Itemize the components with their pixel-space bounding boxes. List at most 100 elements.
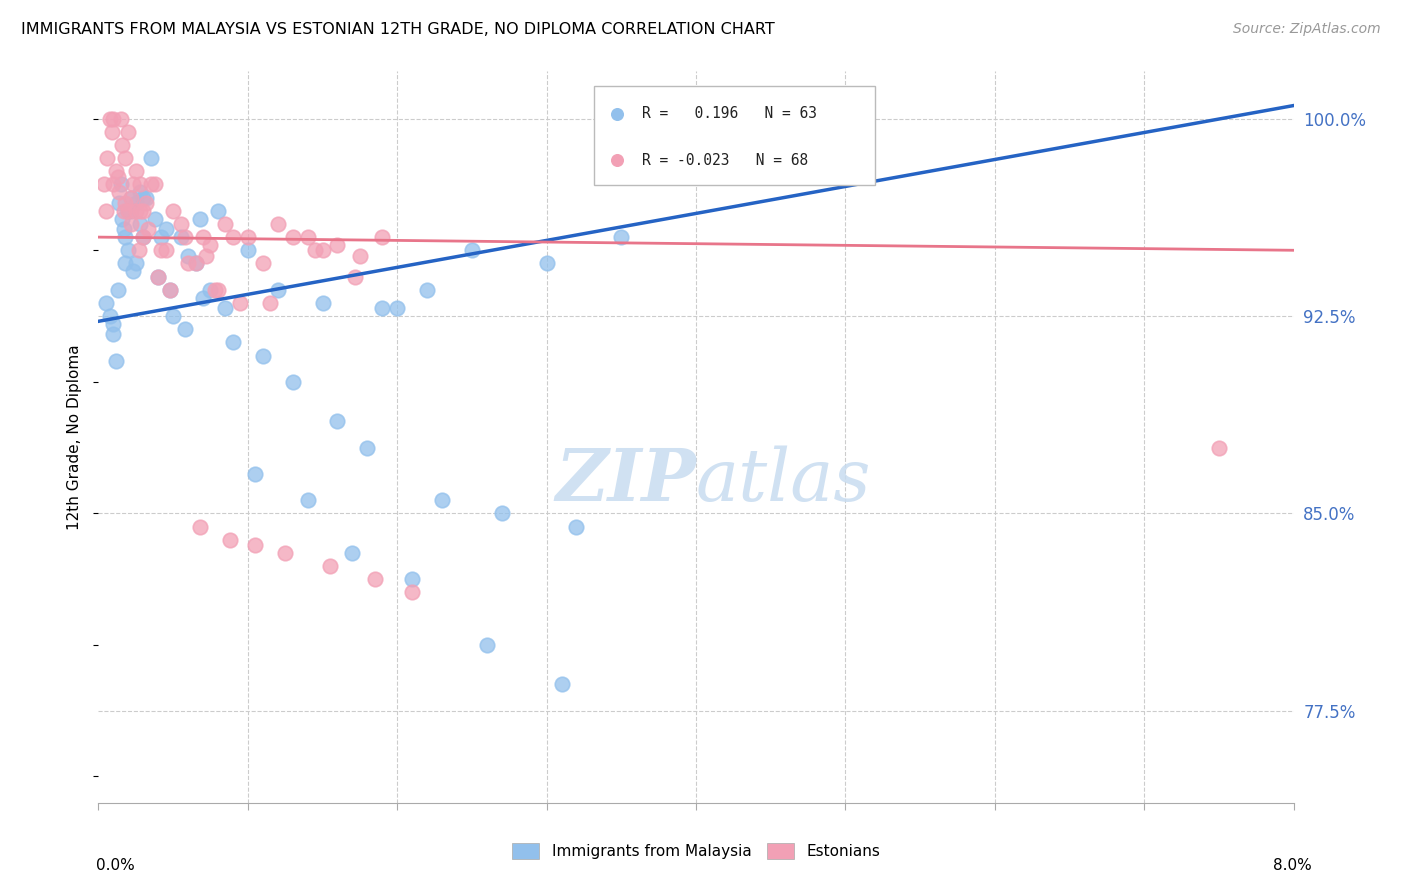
Point: [222, 230, 245, 244]
Point: [349, 248, 371, 262]
Point: [103, 317, 125, 331]
Point: [110, 178, 132, 192]
Text: IMMIGRANTS FROM MALAYSIA VS ESTONIAN 12TH GRADE, NO DIPLOMA CORRELATION CHART: IMMIGRANTS FROM MALAYSIA VS ESTONIAN 12T…: [21, 22, 775, 37]
Point: [430, 493, 453, 508]
Point: [111, 138, 134, 153]
Point: [401, 585, 423, 599]
Point: [204, 283, 226, 297]
Point: [132, 203, 155, 218]
Point: [148, 269, 170, 284]
Point: [103, 112, 125, 126]
Point: [112, 222, 135, 236]
Point: [159, 283, 181, 297]
Point: [125, 164, 148, 178]
Point: [236, 244, 259, 258]
Point: [98, 309, 122, 323]
Point: [129, 186, 152, 200]
Point: [245, 467, 267, 481]
Point: [143, 211, 166, 226]
Point: [416, 283, 439, 297]
Point: [117, 125, 139, 139]
Point: [129, 203, 152, 218]
Point: [565, 519, 588, 533]
Point: [135, 191, 157, 205]
Point: [132, 230, 155, 244]
Point: [252, 256, 274, 270]
Point: [267, 283, 290, 297]
Point: [214, 217, 236, 231]
Point: [207, 283, 229, 297]
Point: [101, 125, 124, 139]
Point: [195, 248, 218, 262]
Point: [326, 414, 349, 428]
Y-axis label: 12th Grade, No Diploma: 12th Grade, No Diploma: [67, 344, 83, 530]
Point: [120, 191, 142, 205]
Point: [114, 230, 136, 244]
Point: [281, 230, 304, 244]
Point: [342, 546, 364, 560]
Point: [148, 269, 170, 284]
Point: [610, 230, 633, 244]
Point: [103, 178, 125, 192]
Point: [191, 291, 214, 305]
Point: [132, 230, 155, 244]
Point: [107, 169, 129, 184]
Point: [461, 244, 484, 258]
Point: [188, 519, 211, 533]
Point: [475, 638, 498, 652]
Point: [117, 203, 139, 218]
Point: [120, 191, 142, 205]
Point: [222, 335, 245, 350]
Point: [188, 211, 211, 226]
Point: [245, 538, 267, 552]
Point: [110, 112, 132, 126]
Point: [129, 217, 152, 231]
Point: [93, 178, 115, 192]
Point: [200, 283, 222, 297]
Point: [114, 151, 136, 165]
Point: [121, 264, 143, 278]
Point: [200, 238, 222, 252]
Point: [108, 195, 131, 210]
Text: 8.0%: 8.0%: [1272, 858, 1312, 873]
Point: [219, 533, 242, 547]
Point: [121, 178, 143, 192]
Point: [98, 112, 122, 126]
Point: [108, 186, 131, 200]
Point: [491, 507, 513, 521]
Point: [125, 195, 148, 210]
Point: [105, 164, 128, 178]
Point: [304, 244, 326, 258]
Point: [177, 248, 200, 262]
Point: [120, 203, 142, 218]
Point: [550, 677, 572, 691]
Point: [401, 572, 423, 586]
Point: [252, 349, 274, 363]
Point: [120, 217, 142, 231]
Point: [114, 256, 136, 270]
Point: [536, 256, 558, 270]
Point: [371, 230, 394, 244]
Point: [297, 493, 319, 508]
Point: [125, 203, 148, 218]
Point: [214, 301, 236, 315]
Point: [191, 230, 214, 244]
Point: [150, 230, 173, 244]
Point: [169, 230, 191, 244]
Legend: Immigrants from Malaysia, Estonians: Immigrants from Malaysia, Estonians: [506, 837, 886, 865]
Text: Source: ZipAtlas.com: Source: ZipAtlas.com: [1233, 22, 1381, 37]
Point: [150, 244, 173, 258]
Point: [184, 256, 207, 270]
Point: [143, 178, 166, 192]
Point: [229, 296, 252, 310]
Point: [236, 230, 259, 244]
Point: [267, 217, 290, 231]
Text: ZIP: ZIP: [555, 445, 696, 516]
Point: [129, 178, 152, 192]
Point: [139, 178, 162, 192]
Point: [311, 296, 333, 310]
Point: [297, 230, 319, 244]
Point: [114, 195, 136, 210]
Point: [371, 301, 394, 315]
Text: atlas: atlas: [696, 446, 872, 516]
